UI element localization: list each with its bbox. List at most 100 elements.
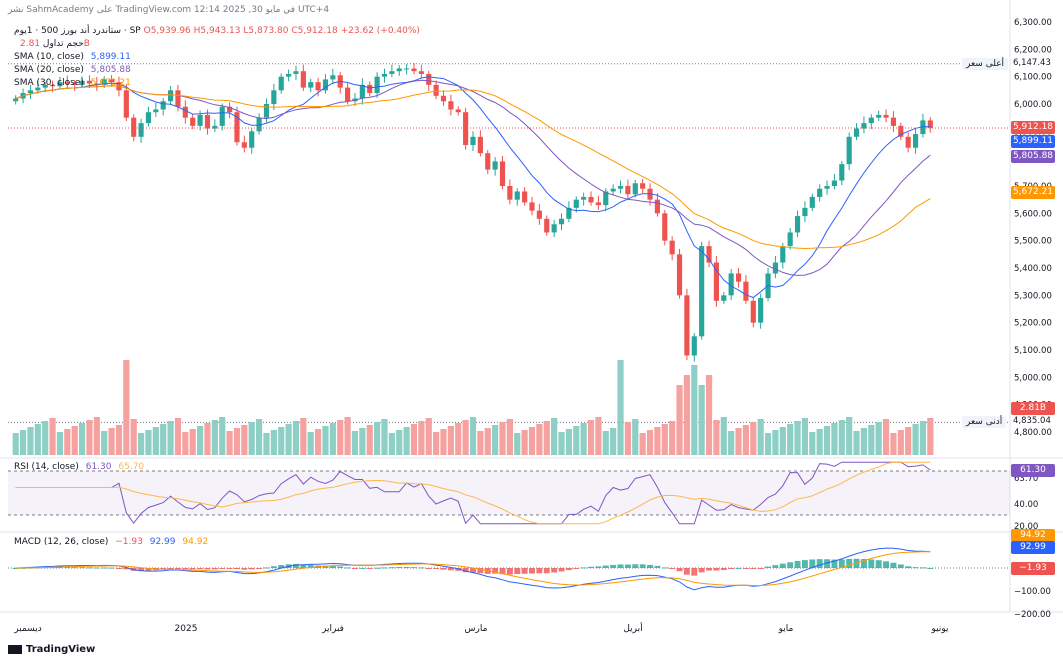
candle-body — [94, 83, 100, 85]
rsi-legend-label: RSI (14, close) — [14, 462, 79, 472]
volume-bar — [705, 375, 713, 455]
volume-bar — [374, 422, 381, 455]
macd-hist-bar — [293, 563, 299, 568]
macd-hist-bar — [565, 568, 572, 571]
volume-legend-value: 2.81B — [20, 39, 90, 49]
volume-bar — [329, 423, 336, 455]
volume-bar — [882, 419, 890, 455]
candle-body — [492, 161, 498, 170]
macd-hist-bar — [875, 560, 882, 568]
volume-bar — [115, 425, 123, 455]
candle-body — [322, 79, 329, 91]
candle-body — [477, 136, 483, 154]
macd-hist-bar — [234, 568, 240, 570]
tradingview-logo[interactable]: TradingView — [8, 644, 95, 655]
volume-bar — [661, 424, 668, 455]
volume-bar — [838, 420, 845, 455]
sma30-price-box: 5,672.21 — [1011, 186, 1055, 199]
candle-body — [286, 73, 292, 77]
macd-hist-bar — [492, 568, 499, 574]
macd-tick-label: −100.00 — [1014, 587, 1051, 597]
x-axis-label: فبراير — [321, 624, 344, 634]
symbol-name[interactable]: ستاندرد أند بورز 500 · 1يوم · SP — [14, 26, 141, 36]
candle-body — [794, 216, 801, 233]
candle-body — [802, 207, 808, 217]
macd-hist-bar — [447, 568, 454, 571]
volume-bar — [108, 428, 115, 455]
published-line: نشر SahmAcademy على TradingView.com في م… — [8, 5, 330, 15]
high-price-tag: أعلى سعر — [962, 58, 1009, 70]
candle-body — [455, 109, 461, 113]
macd-hist-bar — [779, 563, 786, 568]
macd-hist-bar — [270, 566, 277, 568]
volume-bar — [49, 418, 56, 455]
macd-legend[interactable]: MACD (12, 26, close) −1.93 92.99 94.92 — [14, 537, 208, 547]
macd-hist-bar — [750, 568, 757, 569]
volume-bar — [78, 423, 86, 455]
macd-hist-bar — [64, 567, 71, 569]
low-price-value: 4,835.04 — [1013, 416, 1051, 426]
candle-body — [57, 82, 63, 87]
volume-legend-label: حجم تداول — [42, 39, 84, 49]
candle-body — [735, 273, 742, 282]
price-tick-label: 6,300.00 — [1014, 18, 1052, 28]
candle-body — [780, 246, 786, 263]
volume-bar — [823, 426, 831, 455]
volume-bar — [654, 427, 661, 455]
candle-body — [79, 80, 85, 85]
sma10-legend-label: SMA (10, close) — [14, 52, 84, 62]
macd-hist-bar — [226, 568, 233, 569]
macd-hist-bar — [477, 568, 484, 574]
volume-bar — [580, 423, 587, 455]
macd-hist-bar — [683, 568, 690, 575]
macd-hist-bar — [329, 565, 336, 568]
macd-hist-bar — [588, 566, 594, 568]
volume-bar — [742, 425, 750, 455]
x-axis-label: 2025 — [175, 624, 198, 634]
volume-bar — [831, 423, 838, 455]
volume-bar — [558, 432, 565, 455]
volume-bar — [610, 428, 617, 455]
volume-bar — [624, 422, 631, 455]
candle-body — [35, 87, 41, 91]
candle-body — [219, 106, 225, 126]
macd-hist-bar — [905, 566, 912, 568]
macd-hist-bar — [514, 568, 521, 575]
rsi-line — [15, 461, 931, 525]
sma30-legend-label: SMA (30, close) — [14, 78, 84, 88]
candle-body — [345, 87, 351, 102]
candle-body — [168, 90, 174, 102]
volume-bar — [455, 423, 462, 455]
volume-bar — [602, 431, 609, 455]
macd-hist-bar — [816, 559, 823, 568]
candle-body — [381, 73, 388, 77]
macd-hist-bar — [71, 567, 78, 569]
ohlc-high: H5,943.13 — [193, 26, 241, 36]
candle-body — [846, 136, 852, 165]
ohlc-change: +23.62 (+0.40%) — [340, 26, 420, 36]
volume-bar — [846, 417, 853, 455]
macd-hist-bar — [12, 568, 19, 569]
macd-hist-bar — [123, 568, 130, 570]
volume-bar — [300, 418, 307, 455]
sma10-legend[interactable]: SMA (10, close) 5,899.11 — [14, 52, 131, 62]
volume-bar — [182, 432, 189, 455]
candle-body — [654, 199, 660, 214]
macd-hist-bar — [632, 564, 639, 568]
macd-hist-bar — [366, 568, 373, 569]
sma20-legend[interactable]: SMA (20, close) 5,805.88 — [14, 65, 131, 75]
volume-legend[interactable]: حجم تداول 2.81B — [14, 39, 90, 49]
rsi-legend[interactable]: RSI (14, close) 61.30 65.70 — [14, 462, 144, 472]
price-tick-label: 5,400.00 — [1014, 264, 1052, 274]
x-axis-label: ديسمبر — [13, 624, 41, 634]
sma30-legend[interactable]: SMA (30, close) 5,672.21 — [14, 78, 131, 88]
candle-body — [588, 196, 594, 203]
macd-hist-bar — [411, 567, 417, 569]
sma20-legend-label: SMA (20, close) — [14, 65, 84, 75]
candle-body — [256, 117, 262, 132]
volume-bar — [492, 425, 499, 455]
volume-bar — [639, 433, 646, 455]
candle-body — [131, 117, 137, 137]
sma10-price-box: 5,899.11 — [1011, 135, 1055, 148]
